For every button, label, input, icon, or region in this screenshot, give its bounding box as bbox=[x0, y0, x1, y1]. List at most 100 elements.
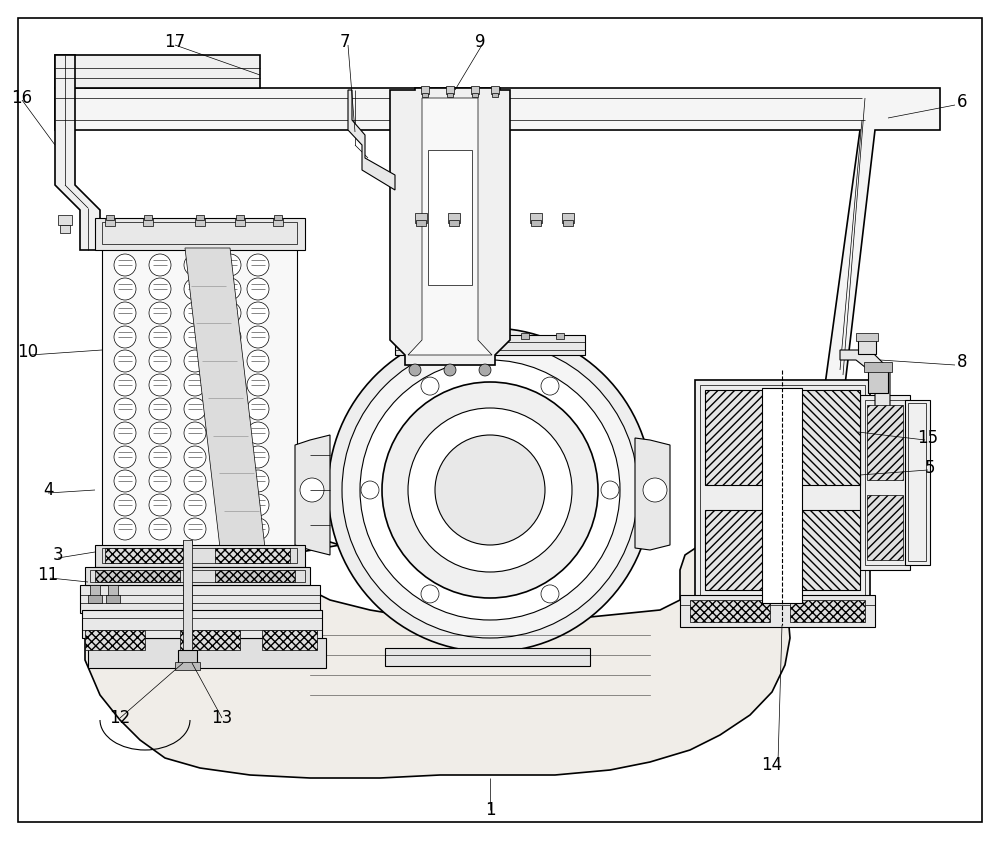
Circle shape bbox=[184, 470, 206, 492]
Circle shape bbox=[184, 326, 206, 348]
Bar bbox=[195, 218, 205, 226]
Circle shape bbox=[328, 328, 652, 652]
Text: 12: 12 bbox=[109, 709, 131, 727]
Circle shape bbox=[444, 364, 456, 376]
Circle shape bbox=[114, 326, 136, 348]
Text: 15: 15 bbox=[917, 429, 939, 447]
Circle shape bbox=[421, 585, 439, 603]
Circle shape bbox=[219, 326, 241, 348]
Circle shape bbox=[342, 342, 638, 638]
Polygon shape bbox=[185, 248, 265, 548]
Bar bbox=[105, 548, 185, 563]
Bar bbox=[106, 595, 120, 603]
Circle shape bbox=[149, 350, 171, 372]
Bar bbox=[215, 548, 290, 563]
Polygon shape bbox=[840, 350, 890, 415]
Text: 4: 4 bbox=[43, 481, 53, 499]
Polygon shape bbox=[348, 90, 395, 190]
Polygon shape bbox=[55, 55, 260, 88]
Circle shape bbox=[114, 422, 136, 444]
Circle shape bbox=[643, 478, 667, 502]
Circle shape bbox=[184, 518, 206, 540]
Circle shape bbox=[149, 518, 171, 540]
Circle shape bbox=[149, 326, 171, 348]
Circle shape bbox=[184, 398, 206, 420]
Bar bbox=[82, 618, 322, 630]
Circle shape bbox=[149, 374, 171, 396]
Circle shape bbox=[409, 364, 421, 376]
Circle shape bbox=[247, 302, 269, 324]
Circle shape bbox=[219, 374, 241, 396]
Bar bbox=[274, 215, 282, 220]
Bar bbox=[106, 215, 114, 220]
Bar bbox=[183, 540, 192, 658]
Polygon shape bbox=[85, 542, 790, 778]
Circle shape bbox=[247, 518, 269, 540]
Bar bbox=[90, 585, 100, 597]
Bar bbox=[705, 390, 763, 485]
Circle shape bbox=[435, 435, 545, 545]
Bar bbox=[422, 93, 428, 97]
Circle shape bbox=[421, 377, 439, 395]
Circle shape bbox=[149, 470, 171, 492]
Circle shape bbox=[247, 470, 269, 492]
Bar bbox=[428, 150, 472, 285]
Circle shape bbox=[114, 350, 136, 372]
Circle shape bbox=[219, 350, 241, 372]
Bar bbox=[60, 225, 70, 233]
Circle shape bbox=[184, 422, 206, 444]
Circle shape bbox=[219, 494, 241, 516]
Bar bbox=[563, 220, 573, 226]
Bar bbox=[690, 600, 770, 622]
Polygon shape bbox=[635, 438, 670, 550]
Circle shape bbox=[219, 398, 241, 420]
Text: 5: 5 bbox=[925, 459, 935, 477]
Circle shape bbox=[184, 254, 206, 276]
Circle shape bbox=[149, 398, 171, 420]
Circle shape bbox=[114, 374, 136, 396]
Bar bbox=[446, 86, 454, 94]
Bar bbox=[865, 400, 905, 565]
Circle shape bbox=[184, 350, 206, 372]
Bar bbox=[102, 222, 297, 244]
Circle shape bbox=[247, 278, 269, 300]
Bar bbox=[58, 215, 72, 225]
Circle shape bbox=[114, 254, 136, 276]
Bar bbox=[416, 333, 424, 339]
Circle shape bbox=[300, 478, 324, 502]
Bar bbox=[95, 545, 305, 567]
Bar bbox=[905, 400, 930, 565]
Text: 17: 17 bbox=[164, 33, 186, 51]
Bar bbox=[856, 333, 878, 341]
Bar bbox=[196, 215, 204, 220]
Circle shape bbox=[114, 446, 136, 468]
Bar bbox=[143, 218, 153, 226]
Circle shape bbox=[149, 446, 171, 468]
Bar bbox=[790, 600, 865, 622]
Bar bbox=[236, 215, 244, 220]
Circle shape bbox=[149, 254, 171, 276]
Bar bbox=[421, 86, 429, 94]
Text: 16: 16 bbox=[11, 89, 33, 107]
Bar bbox=[556, 333, 564, 339]
Circle shape bbox=[114, 278, 136, 300]
Polygon shape bbox=[55, 88, 940, 385]
Bar bbox=[95, 218, 305, 250]
Bar bbox=[215, 570, 295, 582]
Bar bbox=[562, 213, 574, 223]
Bar bbox=[235, 218, 245, 226]
Circle shape bbox=[247, 422, 269, 444]
Bar bbox=[800, 390, 860, 485]
Circle shape bbox=[114, 494, 136, 516]
Circle shape bbox=[184, 374, 206, 396]
Text: 8: 8 bbox=[957, 353, 967, 371]
Bar bbox=[530, 213, 542, 223]
Text: 11: 11 bbox=[37, 566, 59, 584]
Circle shape bbox=[219, 278, 241, 300]
Bar bbox=[102, 248, 297, 548]
Text: 10: 10 bbox=[17, 343, 39, 361]
Bar bbox=[858, 338, 876, 354]
Bar bbox=[486, 333, 494, 339]
Bar bbox=[449, 220, 459, 226]
Bar bbox=[471, 86, 479, 94]
